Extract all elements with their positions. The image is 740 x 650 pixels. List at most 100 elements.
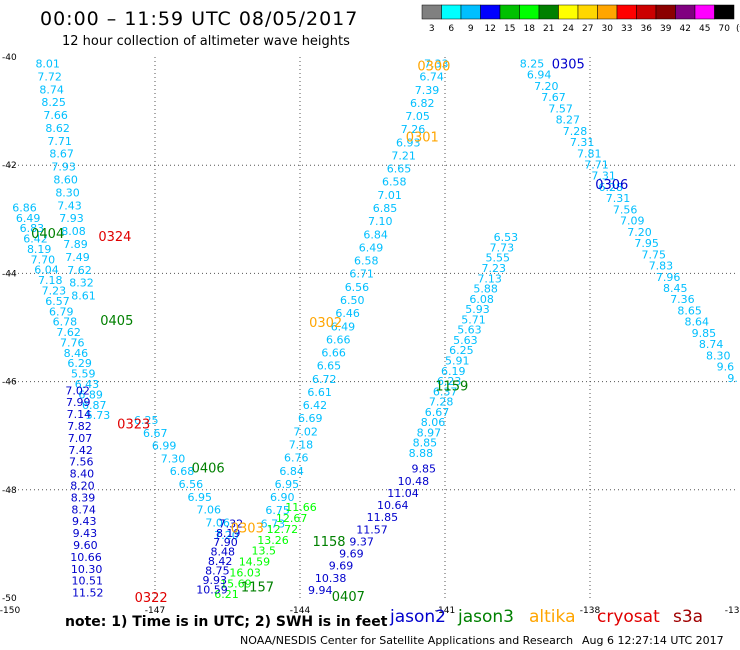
x-tick-label: -147 bbox=[145, 606, 165, 616]
swh-point: 9.85 bbox=[692, 327, 717, 340]
swh-point: 6.56 bbox=[179, 478, 204, 491]
swh-point: 7.93 bbox=[51, 161, 76, 174]
colorbar-label: 42 bbox=[680, 24, 691, 34]
swh-point: 8.30 bbox=[55, 186, 80, 199]
swh-point: 5.93 bbox=[465, 303, 490, 316]
swh-point: 7.81 bbox=[577, 147, 602, 160]
colorbar-label: 70 bbox=[719, 24, 731, 34]
colorbar-label: 9 bbox=[468, 24, 474, 34]
swh-point: 12.72 bbox=[267, 523, 299, 536]
swh-point: 7.13 bbox=[477, 272, 502, 285]
swh-point: 7.07 bbox=[68, 432, 93, 445]
swh-point: 6.99 bbox=[152, 440, 177, 453]
swh-point: 6.57 bbox=[45, 295, 70, 308]
swh-point: 7.72 bbox=[37, 70, 62, 83]
swh-point: 9. bbox=[727, 372, 738, 385]
swh-point: 6.04 bbox=[34, 264, 59, 277]
legend-s3a: s3a bbox=[673, 607, 704, 627]
x-tick-label: -138 bbox=[580, 606, 601, 616]
colorbar-label: 36 bbox=[641, 24, 653, 34]
swh-point: 7.43 bbox=[57, 199, 82, 212]
colorbar-swatch bbox=[694, 4, 715, 20]
swh-point: 10.66 bbox=[70, 551, 102, 564]
swh-point: 7.30 bbox=[161, 452, 186, 465]
x-tick-label: -150 bbox=[0, 606, 20, 616]
swh-point: 8.08 bbox=[61, 225, 86, 238]
colorbar-swatch bbox=[421, 4, 442, 20]
swh-point: 6.29 bbox=[67, 357, 92, 370]
swh-point: 6.49 bbox=[331, 320, 356, 333]
swh-point: 8.74 bbox=[39, 83, 64, 96]
swh-point: 7.18 bbox=[38, 274, 63, 287]
swh-point: 7.23 bbox=[42, 284, 67, 297]
swh-point: 7.39 bbox=[415, 84, 440, 97]
swh-point: 6.53 bbox=[494, 231, 519, 244]
swh-point: 6.66 bbox=[321, 347, 346, 360]
points-layer: 8.017.728.748.257.668.627.718.677.938.60… bbox=[12, 57, 738, 601]
swh-point: 10.51 bbox=[71, 575, 103, 588]
swh-point: 7.62 bbox=[67, 264, 92, 277]
swh-point: 8.27 bbox=[556, 114, 581, 127]
colorbar-swatch bbox=[636, 4, 657, 20]
swh-point: 6.94 bbox=[527, 69, 552, 82]
swh-point: 6.74 bbox=[419, 71, 444, 84]
legend-altika: altika bbox=[529, 607, 576, 627]
colorbar-swatch bbox=[460, 4, 481, 20]
swh-point: 5.91 bbox=[445, 355, 470, 368]
swh-point: 10.48 bbox=[398, 475, 430, 488]
y-tick-label: -44 bbox=[2, 269, 17, 279]
swh-point: 7.05 bbox=[405, 110, 430, 123]
swh-point: 7.95 bbox=[634, 237, 659, 250]
swh-point: 13.26 bbox=[257, 534, 289, 547]
page-title: 00:00 – 11:59 UTC 08/05/2017 bbox=[40, 8, 359, 30]
swh-point: 8.88 bbox=[409, 447, 434, 460]
swh-point: 7.10 bbox=[368, 215, 393, 228]
swh-point: 7.14 bbox=[67, 408, 92, 421]
swh-point: 8.25 bbox=[520, 57, 545, 70]
swh-point: 6.78 bbox=[53, 316, 78, 329]
swh-point: 16.03 bbox=[229, 566, 261, 579]
swh-point: 7.49 bbox=[65, 251, 90, 264]
swh-point: 7.73 bbox=[490, 241, 515, 254]
swh-point: 7.31 bbox=[606, 192, 631, 205]
swh-point: 8.06 bbox=[421, 416, 446, 429]
track-label: 0323 bbox=[117, 417, 150, 432]
grid-layer bbox=[10, 57, 735, 598]
swh-point: 7.06 bbox=[205, 516, 230, 529]
swh-point: 8.48 bbox=[211, 546, 236, 559]
swh-point: 6.82 bbox=[410, 97, 435, 110]
swh-point: 7.20 bbox=[627, 226, 652, 239]
swh-point: 6.37 bbox=[433, 385, 458, 398]
swh-point: 7.02 bbox=[65, 384, 90, 397]
swh-point: 8.42 bbox=[208, 555, 233, 568]
swh-point: 7.20 bbox=[534, 80, 559, 93]
colorbar-label: 21 bbox=[543, 24, 554, 34]
swh-point: 6.58 bbox=[382, 176, 407, 189]
swh-point: 9.6 bbox=[717, 361, 735, 374]
swh-point: 6.90 bbox=[270, 491, 295, 504]
colorbar-swatch bbox=[597, 4, 618, 20]
swh-point: 8.46 bbox=[64, 347, 89, 360]
track-label: 0407 bbox=[332, 590, 365, 605]
swh-point: 8.25 bbox=[41, 96, 66, 109]
swh-point: 8.01 bbox=[35, 57, 60, 70]
swh-point: 6.66 bbox=[326, 333, 351, 346]
swh-point: 6.84 bbox=[363, 228, 388, 241]
swh-point: 9.60 bbox=[73, 539, 98, 552]
colorbar-swatch bbox=[480, 4, 501, 20]
swh-point: 6.72 bbox=[312, 373, 337, 386]
swh-point: 8.97 bbox=[417, 426, 442, 439]
swh-point: 7.71 bbox=[47, 135, 72, 148]
swh-point: 15.69 bbox=[220, 577, 252, 590]
swh-point: 9.69 bbox=[339, 548, 364, 561]
swh-point: 6.67 bbox=[425, 406, 450, 419]
swh-point: 7.21 bbox=[391, 149, 416, 162]
swh-point: 6.71 bbox=[349, 268, 374, 281]
swh-point: 5.71 bbox=[461, 313, 486, 326]
swh-point: 10.64 bbox=[377, 499, 409, 512]
swh-point: 5.88 bbox=[473, 283, 498, 296]
swh-point: 8.64 bbox=[685, 316, 710, 329]
swh-point: 6.56 bbox=[345, 281, 370, 294]
